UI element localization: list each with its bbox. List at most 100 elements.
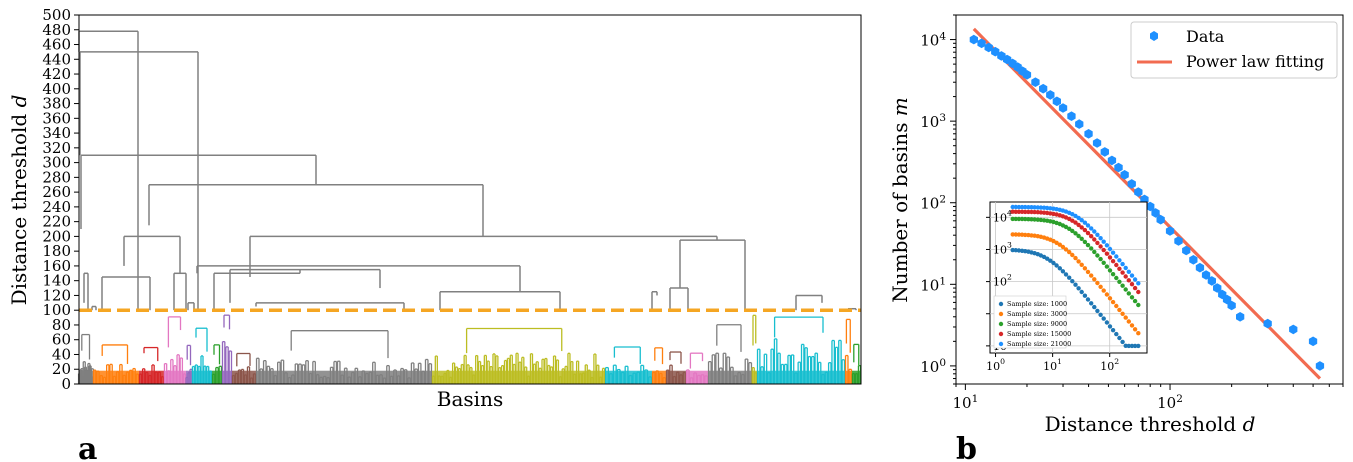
- inset-point: [1085, 223, 1091, 228]
- inset-point: [1092, 304, 1097, 310]
- legend-fit-label: Power law fitting: [1186, 52, 1324, 71]
- inset-point: [1079, 262, 1084, 267]
- cluster-leaves: [752, 370, 757, 384]
- inset-point: [1060, 269, 1066, 274]
- cluster-leaves: [79, 370, 93, 384]
- inset-point: [1132, 285, 1138, 291]
- inset-point: [1104, 320, 1110, 325]
- inset-point: [1085, 230, 1091, 236]
- y-tick-label: 480: [42, 21, 71, 39]
- y-tick-label: 380: [42, 95, 71, 113]
- inset-point: [1095, 280, 1100, 286]
- inset-point: [1098, 312, 1103, 317]
- inset-y-tick-label: 104: [993, 208, 1012, 224]
- inset-point: [1117, 335, 1122, 341]
- inset-point: [1101, 316, 1106, 321]
- inset-point: [1129, 282, 1135, 287]
- y-tick-label: 460: [42, 36, 71, 54]
- inset-point: [1082, 266, 1088, 271]
- dendrogram-clusters: [77, 314, 862, 384]
- data-point: [1289, 324, 1298, 335]
- inset-point: [1026, 205, 1031, 210]
- inset-point: [1013, 216, 1018, 222]
- dendrogram-panel: 0204060801001201401601802002202402602803…: [7, 6, 862, 462]
- inset-point: [1136, 281, 1141, 286]
- inset-point: [1085, 269, 1091, 275]
- inset-point: [1098, 244, 1103, 249]
- inset-legend-marker: [998, 321, 1004, 327]
- cluster-leaves: [432, 370, 605, 384]
- cluster: [185, 344, 193, 384]
- panel-label-b: b: [956, 432, 977, 462]
- inset-legend-box: [993, 295, 1067, 349]
- cluster-leaves: [192, 370, 212, 384]
- data-point: [1156, 214, 1165, 225]
- inset-point: [1107, 255, 1113, 260]
- inset-point: [1051, 260, 1056, 266]
- inset-x-tick-label: 100: [986, 357, 1005, 373]
- cluster: [221, 314, 233, 384]
- inset-legend-label: Sample size: 3000: [1007, 310, 1067, 318]
- y-tick-label: 440: [42, 50, 71, 68]
- inset-point: [1073, 220, 1078, 225]
- cluster-leaves: [222, 370, 232, 384]
- inset-point: [1095, 253, 1100, 258]
- inset-point: [1129, 343, 1135, 349]
- inset-point: [1129, 273, 1135, 278]
- y-tick-label: 300: [42, 154, 71, 172]
- inset-point: [1029, 205, 1034, 210]
- inset-point: [1123, 315, 1128, 320]
- inset-point: [1120, 311, 1125, 316]
- y-tick-label: 180: [42, 242, 71, 260]
- inset-point: [1079, 236, 1084, 241]
- inset-point: [1104, 243, 1110, 248]
- data-point: [1134, 187, 1143, 197]
- inset-point: [1129, 295, 1135, 300]
- y-tick-label: 102: [920, 194, 946, 213]
- legend-data-marker: [1150, 31, 1158, 41]
- data-point: [1227, 300, 1236, 311]
- cluster: [77, 333, 95, 384]
- inset-point: [1013, 209, 1018, 214]
- y-tick-label: 200: [42, 227, 71, 245]
- inset-point: [1117, 266, 1122, 271]
- inset-point: [1114, 303, 1119, 309]
- inset-point: [1114, 275, 1119, 281]
- inset-point: [1048, 206, 1053, 211]
- inset-point: [1076, 259, 1081, 264]
- inset-point: [1022, 204, 1028, 210]
- x-tick-label: 101: [952, 393, 978, 412]
- data-point: [1189, 255, 1198, 265]
- inset-point: [1060, 244, 1066, 250]
- inset-point: [1085, 242, 1091, 248]
- x-axis-label-a: Basins: [437, 387, 503, 411]
- inset-point: [1079, 225, 1084, 230]
- data-point: [1151, 208, 1160, 218]
- y-tick-label: 420: [42, 65, 71, 83]
- cluster-leaves: [757, 370, 845, 384]
- inset-x-tick-label: 102: [1100, 357, 1119, 373]
- y-tick-label: 20: [52, 360, 71, 378]
- y-tick-label: 40: [52, 345, 71, 363]
- inset-point: [1063, 272, 1069, 277]
- data-point: [1236, 312, 1245, 322]
- y-tick-label: 360: [42, 109, 71, 127]
- inset-point: [1104, 292, 1110, 297]
- inset-point: [1107, 246, 1113, 252]
- cluster: [255, 330, 433, 384]
- data-point: [1114, 162, 1123, 173]
- inset-point: [1129, 323, 1135, 328]
- data-point: [1084, 129, 1093, 139]
- cluster: [707, 324, 753, 384]
- inset-point: [1010, 232, 1015, 237]
- inset-point: [1092, 237, 1097, 242]
- data-point: [1092, 138, 1102, 148]
- y-tick-label: 140: [42, 272, 71, 290]
- y-axis-label-b: Number of basins m: [888, 97, 912, 303]
- inset-point: [1092, 277, 1097, 282]
- cluster-leaves: [845, 370, 852, 384]
- inset-point: [1120, 339, 1125, 345]
- inset-point: [1089, 301, 1094, 306]
- inset-point: [1076, 286, 1081, 291]
- inset-point: [1019, 216, 1025, 222]
